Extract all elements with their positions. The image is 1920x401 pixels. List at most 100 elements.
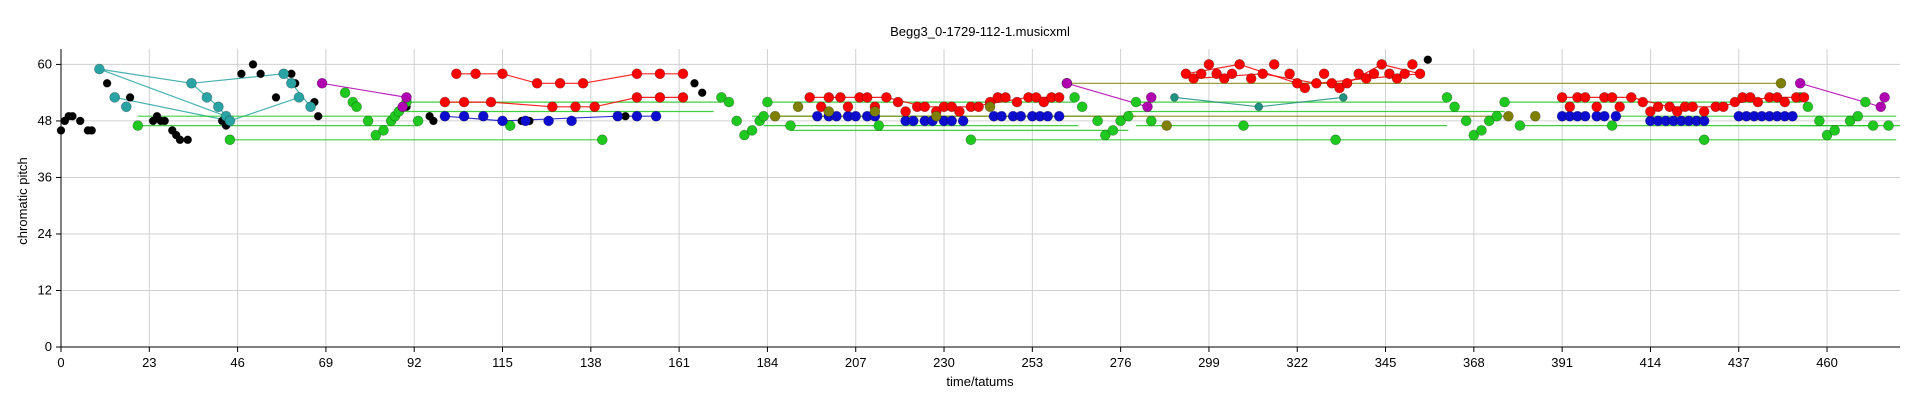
connection-line — [99, 68, 227, 117]
data-point — [429, 116, 438, 126]
data-point — [1326, 78, 1338, 89]
x-tick-label: 437 — [1728, 355, 1750, 370]
data-point — [68, 111, 77, 121]
y-tick-label: 60 — [38, 56, 52, 71]
data-point — [1844, 115, 1856, 127]
data-points — [56, 55, 1894, 146]
connection-line — [456, 73, 683, 84]
data-point — [1875, 101, 1887, 113]
data-point — [612, 110, 624, 122]
data-point — [316, 78, 328, 89]
x-tick-label: 69 — [319, 355, 333, 370]
connection-line — [322, 82, 407, 98]
data-point — [758, 110, 769, 122]
data-point — [1564, 101, 1576, 113]
data-point — [1664, 101, 1675, 113]
data-point — [654, 68, 666, 80]
data-point — [1698, 115, 1710, 127]
x-tick-label: 322 — [1286, 355, 1308, 370]
y-tick-label: 36 — [38, 169, 52, 184]
data-point — [919, 101, 931, 113]
data-point — [102, 79, 112, 88]
data-point — [823, 106, 835, 117]
data-point — [861, 92, 873, 103]
data-point — [1829, 125, 1840, 136]
data-point — [224, 115, 236, 127]
data-point — [1860, 96, 1871, 108]
data-point — [850, 110, 862, 122]
data-point — [1188, 73, 1199, 84]
data-point — [1368, 68, 1380, 80]
data-point — [1771, 92, 1783, 103]
data-point — [1341, 78, 1353, 89]
data-point — [1318, 68, 1330, 80]
data-point — [1449, 101, 1460, 113]
data-point — [132, 120, 144, 131]
data-point — [1376, 59, 1387, 70]
data-point — [1718, 101, 1729, 113]
data-point — [1268, 59, 1280, 70]
data-point — [762, 96, 773, 108]
y-axis-title: chromatic pitch — [15, 157, 30, 244]
data-point — [792, 101, 804, 113]
data-point — [1460, 115, 1472, 127]
data-point — [1852, 110, 1864, 122]
data-point — [125, 93, 135, 102]
x-tick-label: 92 — [407, 355, 421, 370]
data-point — [965, 134, 977, 146]
data-point — [397, 101, 409, 113]
data-point — [1061, 78, 1073, 89]
data-point — [823, 92, 835, 103]
x-axis-title: time/tatums — [946, 374, 1014, 389]
data-point — [869, 106, 881, 117]
data-point — [286, 78, 297, 89]
data-point — [900, 106, 911, 117]
data-point — [1591, 101, 1602, 113]
data-point — [370, 129, 382, 141]
data-point — [1257, 68, 1268, 80]
data-point — [1123, 110, 1134, 122]
data-point — [650, 110, 662, 122]
x-tick-label: 460 — [1816, 355, 1838, 370]
x-tick-label: 184 — [757, 355, 779, 370]
data-point — [957, 115, 969, 127]
data-point — [589, 101, 601, 113]
data-point — [631, 68, 643, 80]
data-point — [892, 96, 904, 108]
x-tick-label: 46 — [230, 355, 244, 370]
x-tick-label: 230 — [933, 355, 955, 370]
data-point — [1330, 134, 1341, 146]
data-point — [1441, 92, 1453, 103]
data-point — [378, 125, 389, 136]
data-point — [785, 120, 796, 131]
data-point — [1672, 106, 1683, 117]
grid — [60, 49, 1900, 348]
data-point — [412, 115, 424, 127]
data-point — [1729, 96, 1741, 108]
data-point — [1579, 110, 1591, 122]
data-point — [946, 115, 958, 127]
data-point — [87, 126, 96, 135]
x-tick-label: 0 — [57, 355, 64, 370]
data-point — [1483, 115, 1495, 127]
data-point — [1339, 93, 1348, 102]
data-point — [1384, 68, 1395, 80]
data-point — [531, 78, 543, 89]
data-point — [1053, 92, 1065, 103]
data-point — [485, 96, 497, 108]
x-tick-label: 345 — [1375, 355, 1397, 370]
data-point — [313, 111, 323, 121]
y-tick-label: 24 — [38, 226, 52, 241]
data-point — [497, 68, 508, 80]
data-point — [109, 92, 120, 103]
data-point — [1698, 134, 1710, 146]
data-point — [121, 101, 132, 113]
data-point — [351, 101, 362, 113]
data-point — [1787, 110, 1798, 122]
data-point — [1752, 96, 1764, 108]
data-point — [1491, 110, 1503, 122]
data-point — [1883, 120, 1894, 131]
data-point — [1291, 78, 1303, 89]
data-point — [1476, 125, 1487, 136]
data-point — [1107, 125, 1119, 136]
